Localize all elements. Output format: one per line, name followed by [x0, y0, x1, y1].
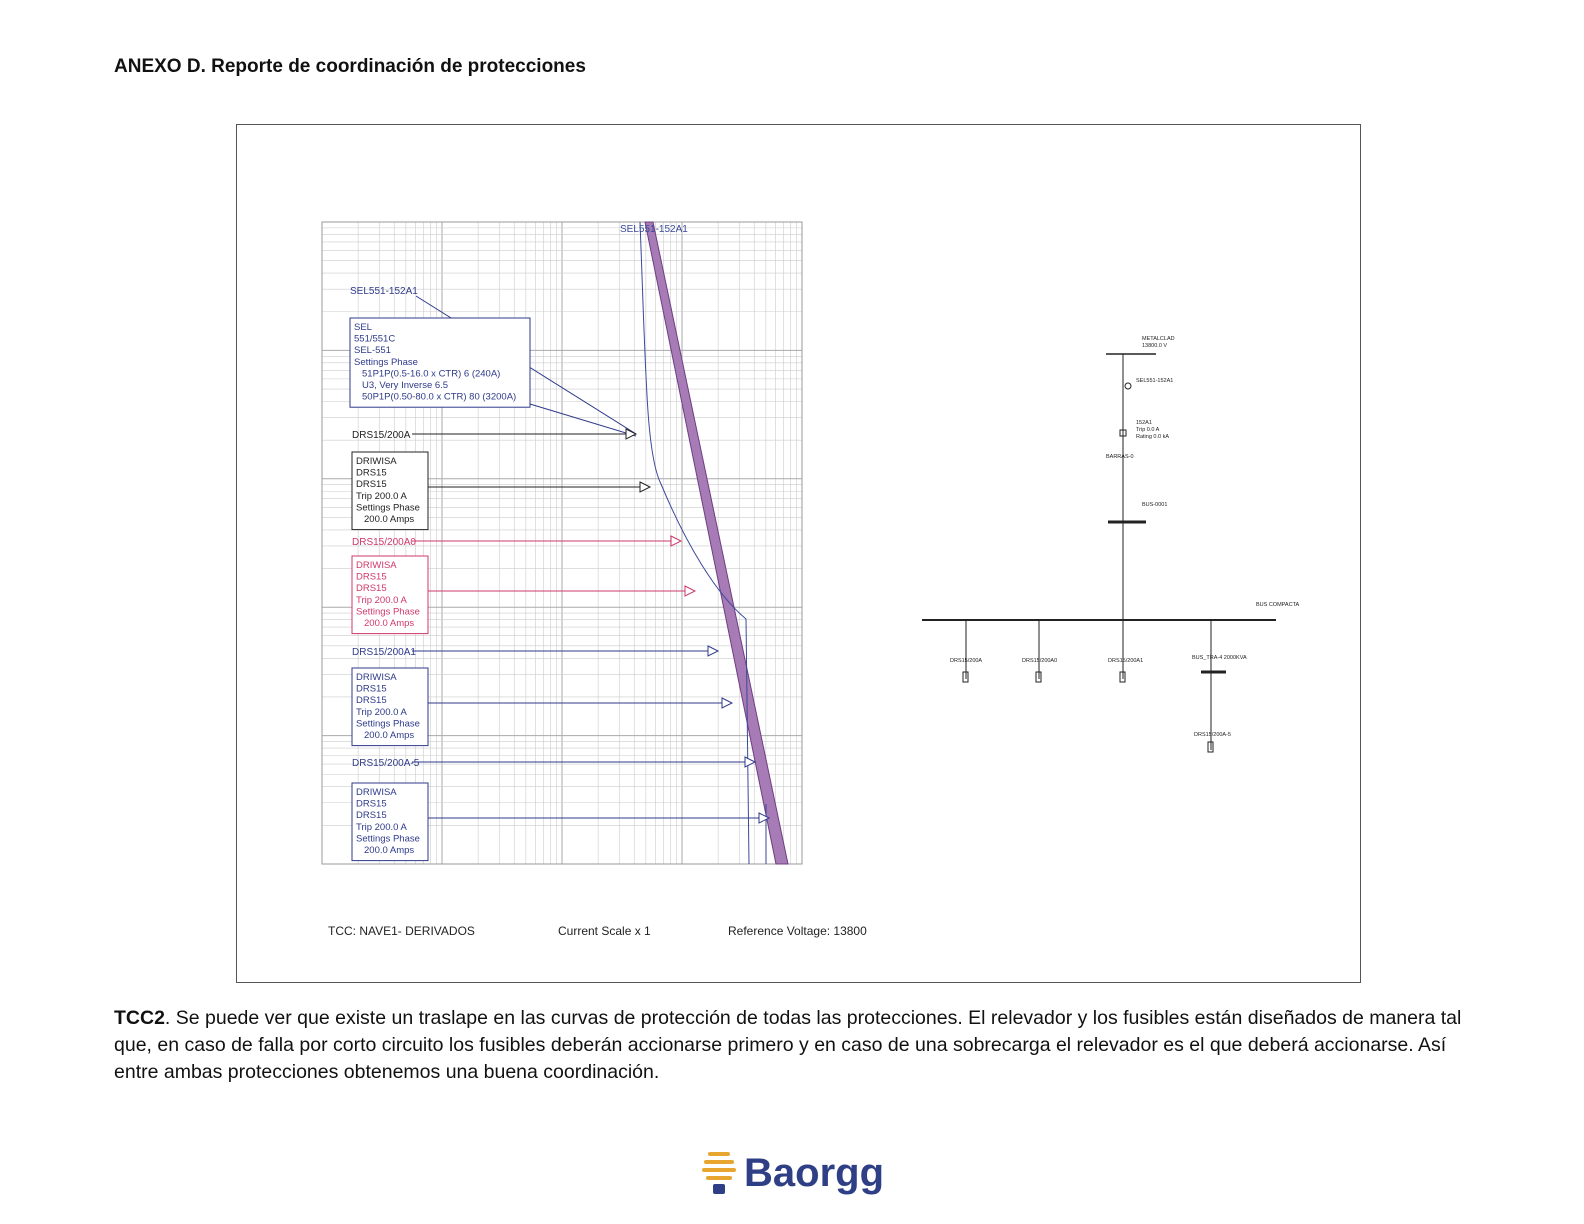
logo-text: Baorgg [744, 1150, 884, 1195]
fuse-arrow [625, 428, 638, 440]
fuse-box [351, 451, 429, 531]
one-line-label: SEL551-152A1 [1136, 378, 1173, 384]
tcc-chart: SEL551-152A1 SEL551-152A1 SEL551/551CSEL-5… [349, 221, 789, 865]
relay-line: 51P1P(0.5-16.0 x CTR) 6 (240A) [362, 368, 500, 379]
fuse-line: DRS15 [356, 583, 387, 594]
one-line-label: DRS15/200A1 [1108, 658, 1143, 664]
relay-line: U3, Very Inverse 6.5 [362, 380, 448, 391]
fuse-line: Settings Phase [356, 833, 420, 844]
one-line-label: DRS15/200A [950, 658, 982, 664]
curve-label: SEL551-152A1 [620, 224, 688, 235]
fuse-line: DRS15 [356, 468, 387, 479]
footer-tcc: TCC: NAVE1- DERIVADOS [328, 924, 475, 938]
fuse-line: DRS15 [356, 810, 387, 821]
fuse-label: DRS15/200A0 [352, 537, 416, 548]
fuse-line: DRS15 [356, 684, 387, 695]
fuse-arrow [721, 697, 734, 709]
fuse-arrow [707, 645, 720, 657]
one-line-label: DRS15/200A0 [1022, 658, 1057, 664]
fuse-box [351, 555, 429, 635]
fuse-line: DRIWISA [356, 787, 397, 798]
fuse-line: DRS15 [356, 695, 387, 706]
fuse-line: DRIWISA [356, 456, 397, 467]
relay-line: SEL [354, 322, 372, 333]
fuse-line: DRIWISA [356, 560, 397, 571]
fuse-label: DRS15/200A1 [352, 647, 416, 658]
one-line-label: METALCLAD [1142, 336, 1175, 342]
paragraph-lead: TCC2 [114, 1007, 165, 1029]
plot-border [321, 221, 803, 865]
relay-line: Settings Phase [354, 357, 418, 368]
fuse-line: Trip 200.0 A [356, 595, 408, 606]
fuse-line: Settings Phase [356, 606, 420, 617]
relay-leader [529, 403, 637, 437]
fuse-box [351, 667, 429, 747]
fuse-line: Settings Phase [356, 502, 420, 513]
fuse-arrow [670, 535, 683, 547]
relay-label: SEL551-152A1 [350, 286, 418, 297]
footer-voltage: Reference Voltage: 13800 [728, 924, 867, 938]
fuse-line: Settings Phase [356, 718, 420, 729]
fuse-line: DRS15 [356, 479, 387, 490]
relay-band [644, 221, 789, 865]
one-line-label: Rating 0.0 kA [1136, 434, 1169, 440]
one-line-label: BUS_TRA-4 2000KVA [1192, 655, 1247, 661]
fuse-line: 200.0 Amps [364, 845, 414, 856]
fuse-line: 200.0 Amps [364, 618, 414, 629]
fuse-label: DRS15/200A [352, 430, 411, 441]
fuse-line: DRS15 [356, 799, 387, 810]
relay-curve [639, 221, 750, 865]
fuse-box [351, 782, 429, 862]
tcc-figure: SEL551-152A1 SEL551-152A1 SEL551/551CSEL-5… [236, 124, 1361, 983]
relay-line: SEL-551 [354, 345, 391, 356]
one-line-label: BUS-0001 [1142, 502, 1167, 508]
logo-icon [702, 1152, 736, 1194]
one-line-label: 152A1 [1136, 420, 1152, 426]
fuse-line: DRIWISA [356, 672, 397, 683]
page-title: ANEXO D. Reporte de coordinación de prot… [114, 56, 586, 77]
fuse-line: Trip 200.0 A [356, 822, 408, 833]
fuse-line: 200.0 Amps [364, 514, 414, 525]
paragraph-text: . Se puede ver que existe un traslape en… [114, 1007, 1462, 1083]
logo: Baorgg [700, 1148, 884, 1198]
relay-line: 551/551C [354, 334, 395, 345]
fuse-arrow [684, 585, 697, 597]
one-line-label: BUS COMPACTA [1256, 602, 1300, 608]
fuse-line: Trip 200.0 A [356, 491, 408, 502]
fuse-arrow [758, 812, 771, 824]
footer-scale: Current Scale x 1 [558, 924, 651, 938]
fuse-line: DRS15 [356, 572, 387, 583]
one-line-label: 13800.0 V [1142, 343, 1167, 349]
fuse-arrow [639, 481, 652, 493]
relay-box [349, 317, 531, 408]
fuse-line: Trip 200.0 A [356, 707, 408, 718]
one-line-label: BARRAS-0 [1106, 454, 1134, 460]
paragraph: TCC2. Se puede ver que existe un traslap… [114, 1005, 1494, 1086]
fuse-label: DRS15/200A-5 [352, 758, 420, 769]
one-line-diagram [922, 353, 1276, 753]
one-line-label: DRS15/200A-5 [1194, 732, 1231, 738]
relay-line: 50P1P(0.50-80.0 x CTR) 80 (3200A) [362, 392, 516, 403]
fuse-line: 200.0 Amps [364, 730, 414, 741]
one-line-label: Trip 0.0 A [1136, 427, 1160, 433]
fuse-arrow [744, 756, 757, 768]
